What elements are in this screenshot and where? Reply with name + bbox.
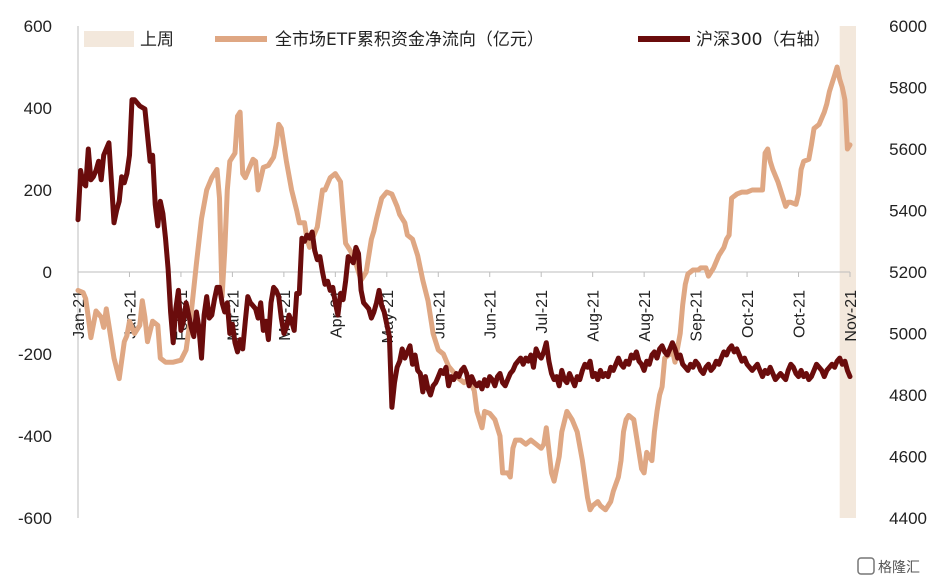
y-left-tick-label: -600 (18, 509, 52, 528)
y-right-tick-label: 5600 (889, 140, 927, 159)
y-left-tick-label: 400 (24, 99, 52, 118)
y-right-tick-label: 4800 (889, 386, 927, 405)
y-right-tick-label: 5800 (889, 79, 927, 98)
watermark: 格隆汇 (857, 557, 920, 576)
y-left-tick-label: -400 (18, 427, 52, 446)
series-lines (75, 64, 853, 513)
y-right-tick-label: 5400 (889, 202, 927, 221)
y-right-tick-label: 5200 (889, 263, 927, 282)
legend-label-last_week: 上周 (140, 30, 174, 50)
y-left-tick-label: -200 (18, 345, 52, 364)
y-right-tick-label: 4600 (889, 448, 927, 467)
y-left-tick-label: 200 (24, 181, 52, 200)
x-tick-label: Aug-21 (586, 290, 603, 342)
y-right-tick-label: 4400 (889, 509, 927, 528)
legend: 上周 全市场ETF累积资金净流向（亿元） 沪深300（右轴） (84, 30, 830, 50)
watermark-text: 格隆汇 (878, 560, 920, 576)
y-axis-right: 6000 5800 5600 5400 5200 5000 4800 4600 4400 (889, 17, 927, 528)
series-line-hs300 (75, 97, 853, 410)
x-tick-label: May-21 (380, 290, 397, 343)
y-axis-left: 600 400 200 0 -200 -400 -600 (18, 17, 52, 528)
y-left-tick-label: 0 (43, 263, 52, 282)
x-tick-label: Oct-21 (740, 290, 757, 338)
x-tick-label: Oct-21 (792, 290, 809, 338)
legend-label-etf: 全市场ETF累积资金净流向（亿元） (275, 30, 544, 50)
legend-swatch-last_week (84, 31, 134, 47)
x-tick-label: Sep-21 (689, 290, 706, 342)
x-tick-label: Jun-21 (431, 290, 448, 339)
x-tick-label: Aug-21 (637, 290, 654, 342)
y-right-tick-label: 6000 (889, 17, 927, 36)
series-line-etf (75, 64, 853, 513)
x-tick-label: Jun-21 (483, 290, 500, 339)
watermark-logo-icon (857, 557, 875, 575)
x-tick-label: Nov-21 (843, 290, 860, 342)
legend-label-hs300: 沪深300（右轴） (696, 30, 830, 50)
y-left-tick-label: 600 (24, 17, 52, 36)
y-right-tick-label: 5000 (889, 325, 927, 344)
x-tick-label: Jul-21 (534, 290, 551, 334)
